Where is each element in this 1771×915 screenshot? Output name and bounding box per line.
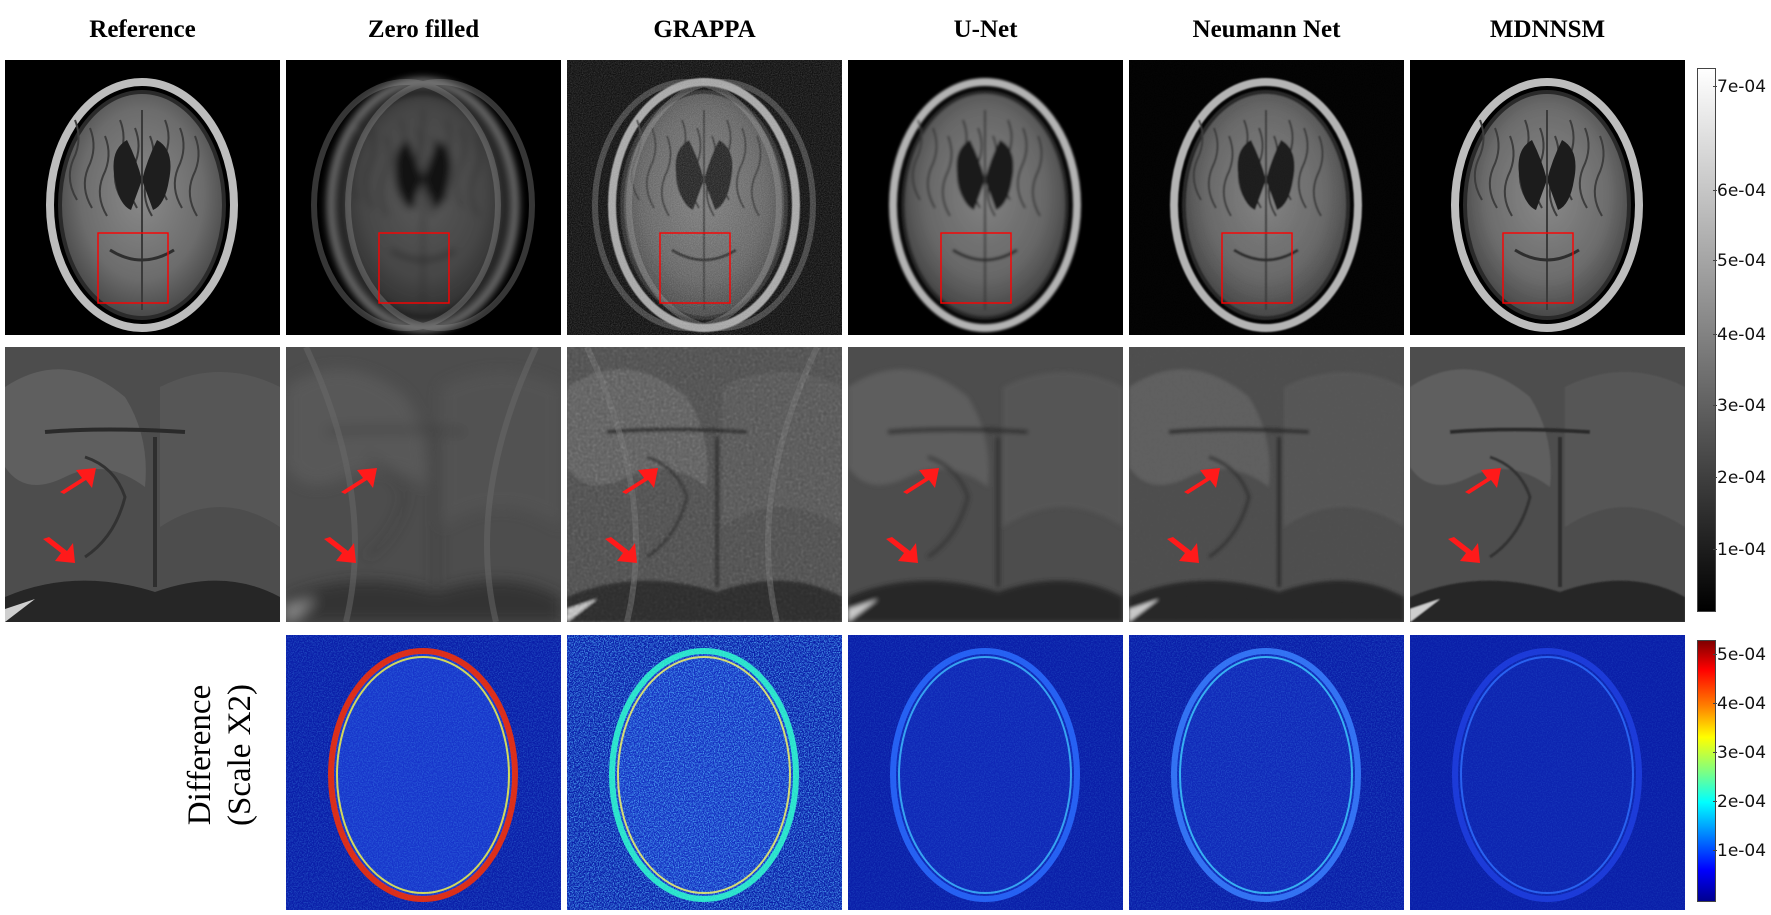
brain-image-ref <box>5 60 280 335</box>
brain-image-unet <box>848 60 1123 335</box>
ref-roi-box <box>97 232 169 304</box>
mdnnsm-arrow-upper <box>1465 468 1501 494</box>
brain-image-zf <box>286 60 561 335</box>
jet-tick-3e-04: 3e-04 <box>1712 743 1767 763</box>
zoomed-roi-grappa <box>567 347 842 622</box>
grappa-roi-box <box>659 232 731 304</box>
zoomed-roi-mdnnsm <box>1410 347 1685 622</box>
unet-roi-box <box>940 232 1012 304</box>
jet-tick-1e-04: 1e-04 <box>1712 841 1767 861</box>
brain-image-mdnnsm <box>1410 60 1685 335</box>
brain-image-neumann <box>1129 60 1404 335</box>
gray-tick-7e-04: 7e-04 <box>1712 77 1767 97</box>
neumann-arrow-lower <box>1167 537 1199 563</box>
column-title-unet: U-Net <box>953 16 1018 43</box>
zoomed-roi-neumann <box>1129 347 1404 622</box>
difference-map-neumann <box>1129 635 1404 910</box>
unet-arrow-lower <box>886 537 918 563</box>
difference-label-line2: (Scale X2) <box>222 683 258 827</box>
zf-arrow-lower <box>324 537 356 563</box>
jet-colorbar <box>1697 640 1716 902</box>
ref-arrow-lower <box>43 537 75 563</box>
column-title-zf: Zero filled <box>367 16 480 43</box>
unet-arrow-upper <box>903 468 939 494</box>
gray-tick-1e-04: 1e-04 <box>1712 540 1767 560</box>
difference-label-line1: Difference <box>182 684 218 826</box>
gray-tick-4e-04: 4e-04 <box>1712 325 1767 345</box>
jet-tick-2e-04: 2e-04 <box>1712 792 1767 812</box>
zoomed-roi-unet <box>848 347 1123 622</box>
gray-tick-6e-04: 6e-04 <box>1712 181 1767 201</box>
difference-map-zf <box>286 635 561 910</box>
gray-tick-5e-04: 5e-04 <box>1712 251 1767 271</box>
mdnnsm-arrow-lower <box>1448 537 1480 563</box>
column-title-ref: Reference <box>89 16 196 43</box>
grappa-arrow-lower <box>605 537 637 563</box>
zf-arrow-upper <box>341 468 377 494</box>
jet-tick-4e-04: 4e-04 <box>1712 694 1767 714</box>
difference-map-grappa <box>567 635 842 910</box>
grayscale-colorbar <box>1697 68 1716 612</box>
zf-roi-box <box>378 232 450 304</box>
neumann-roi-box <box>1221 232 1293 304</box>
zoomed-roi-ref <box>5 347 280 622</box>
brain-image-grappa <box>567 60 842 335</box>
difference-map-unet <box>848 635 1123 910</box>
column-title-grappa: GRAPPA <box>653 16 756 43</box>
mdnnsm-roi-box <box>1502 232 1574 304</box>
neumann-arrow-upper <box>1184 468 1220 494</box>
column-title-mdnnsm: MDNNSM <box>1489 16 1606 43</box>
zoomed-roi-zf <box>286 347 561 622</box>
difference-row-label: Difference (Scale X2) <box>140 655 300 855</box>
jet-tick-5e-04: 5e-04 <box>1712 645 1767 665</box>
column-title-neumann: Neumann Net <box>1192 16 1341 43</box>
ref-arrow-upper <box>60 468 96 494</box>
gray-tick-2e-04: 2e-04 <box>1712 468 1767 488</box>
grappa-arrow-upper <box>622 468 658 494</box>
gray-tick-3e-04: 3e-04 <box>1712 396 1767 416</box>
difference-map-mdnnsm <box>1410 635 1685 910</box>
